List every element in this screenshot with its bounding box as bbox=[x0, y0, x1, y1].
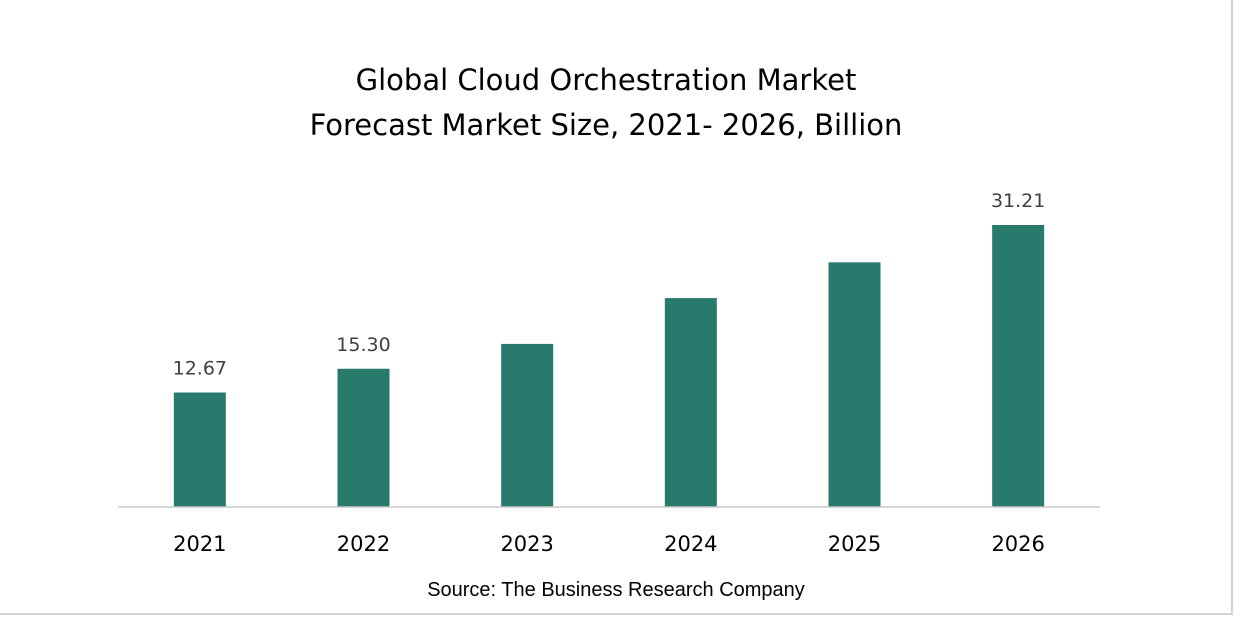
data-labels: 12.67 15.30 31.21 bbox=[173, 190, 1046, 380]
x-tick-labels: 2021 2022 2023 2024 2025 2026 bbox=[173, 532, 1045, 556]
data-label-2026: 31.21 bbox=[991, 190, 1045, 212]
data-label-2022: 15.30 bbox=[336, 334, 390, 356]
bar-2022 bbox=[337, 368, 390, 507]
chart-subtitle: Forecast Market Size, 2021- 2026, Billio… bbox=[310, 108, 903, 142]
source-note: Source: The Business Research Company bbox=[427, 579, 805, 601]
x-tick-label-2022: 2022 bbox=[337, 532, 390, 556]
x-tick-label-2021: 2021 bbox=[173, 532, 226, 556]
bars-group bbox=[173, 225, 1045, 507]
bar-2021 bbox=[173, 392, 226, 507]
chart-title: Global Cloud Orchestration Market bbox=[356, 63, 857, 97]
bar-2026 bbox=[992, 225, 1045, 507]
x-tick-label-2025: 2025 bbox=[828, 532, 881, 556]
bar-2024 bbox=[664, 298, 717, 507]
x-tick-label-2026: 2026 bbox=[991, 532, 1044, 556]
x-tick-label-2023: 2023 bbox=[500, 532, 553, 556]
x-tick-label-2024: 2024 bbox=[664, 532, 717, 556]
bar-2025 bbox=[828, 262, 881, 507]
data-label-2021: 12.67 bbox=[173, 358, 227, 380]
bar-2023 bbox=[501, 343, 554, 507]
